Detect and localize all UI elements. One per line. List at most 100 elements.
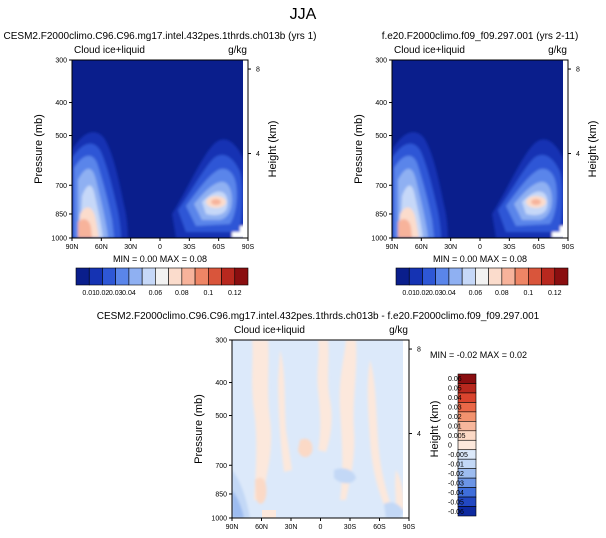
panel-1-colorbar-label: 0.03 <box>109 290 123 297</box>
panel-3-ytick-label: 300 <box>215 338 227 345</box>
panel-1-colorbar-label: 0.08 <box>175 290 189 297</box>
panel-3-positive-patch <box>298 438 313 458</box>
panel-2-contour-level-14 <box>531 199 541 205</box>
figure-title: JJA <box>290 6 317 23</box>
panel-3-positive-band-6 <box>395 470 404 510</box>
panel-2-cloud-contours <box>392 132 568 238</box>
panel-3-ytick-label: 700 <box>215 463 227 470</box>
panel-2-xtick-label: 30N <box>444 244 457 251</box>
panel-3-negative-core <box>232 490 244 518</box>
panel-1-colorbar-box <box>141 267 156 286</box>
panel-1-colorbar-box <box>208 267 222 286</box>
panel-3-colorbar-label: 0.04 <box>448 395 462 402</box>
panel-1-colorbar-label: 0.01 <box>82 290 96 297</box>
panel-1-ytick-label: 850 <box>55 211 67 218</box>
panel-2-colorbar-box <box>501 267 516 286</box>
panel-3-negative-trough <box>334 468 356 484</box>
panel-3-xtick-label: 30S <box>344 524 357 531</box>
panel-2-ytick-label: 500 <box>375 133 387 140</box>
panel-1-ytick-label: 700 <box>55 183 67 190</box>
panel-1-colorbar-label: 0.1 <box>203 290 213 297</box>
panel-3-field <box>232 340 409 518</box>
panel-1-title: CESM2.F2000climo.C96.C96.mg17.intel.432p… <box>4 31 317 42</box>
panel-2-ytick-label: 850 <box>375 211 387 218</box>
panel-1-ylabel: Pressure (mb) <box>33 114 45 184</box>
panel-2-colorbar-box <box>488 267 503 286</box>
panel-1-colorbar-box <box>102 267 116 286</box>
panel-3-colorbar-label: -0.06 <box>448 509 464 516</box>
panel-1-axes: 90N 60N 30N 0 30S 60S 90S 300 400 500 700 850 1000 8 4 <box>51 58 260 252</box>
panel-3-xtick-label: 30N <box>285 524 298 531</box>
panel-2-units: g/kg <box>548 45 567 56</box>
panel-2-colorbar-box <box>395 267 410 286</box>
panel-3-positive-band-4 <box>339 340 357 500</box>
panel-3-xtick-label: 90S <box>403 524 416 531</box>
panel-3-masked-column <box>403 340 409 518</box>
panel-3-ytick-label: 1000 <box>211 516 227 523</box>
panel-1-ytick-label: 400 <box>55 100 67 107</box>
panel-3-xtick-label: 0 <box>319 524 323 531</box>
panel-2-colorbar-box <box>528 267 542 286</box>
panel-1-masked-column <box>243 60 248 238</box>
panel-1-colorbar-box <box>181 267 196 286</box>
panel-3-variable: Cloud ice+liquid <box>234 325 305 336</box>
panel-3-colorbar-label: -0.01 <box>448 461 464 468</box>
panel-3-title: CESM2.F2000climo.C96.C96.mg17.intel.432p… <box>97 311 540 322</box>
panel-2-ytick-right-label: 4 <box>576 151 580 158</box>
panel-2-colorbar-box <box>514 267 529 286</box>
panel-2: f.e20.F2000climo.f09_f09.297.001 (yrs 2-… <box>353 31 599 297</box>
panel-3-colorbar-box <box>457 506 477 517</box>
panel-3-diff-contours <box>232 340 404 518</box>
panel-2-colorbar-box <box>475 267 489 286</box>
panel-2-field <box>392 60 568 238</box>
panel-1-ylabel-right: Height (km) <box>267 121 279 178</box>
panel-3-surface-mask <box>262 510 276 518</box>
panel-2-xtick-label: 30S <box>503 244 516 251</box>
panel-2-xtick-label: 0 <box>478 244 482 251</box>
panel-2-xtick-label: 60N <box>415 244 428 251</box>
panel-1-xtick-label: 30N <box>124 244 137 251</box>
panel-1-xtick-label: 90N <box>66 244 79 251</box>
panel-3-positive-band-3 <box>317 340 332 452</box>
panel-2-xtick-label: 90S <box>562 244 575 251</box>
panel-3-xtick-label: 60N <box>255 524 268 531</box>
panel-2-contour-level-7 <box>398 219 412 238</box>
panel-2-colorbar-box <box>541 267 556 286</box>
panel-1-ytick-label: 500 <box>55 133 67 140</box>
panel-2-colorbar-label: 0.08 <box>495 290 509 297</box>
panel-3-negative-surface <box>384 502 404 518</box>
panel-1-cloud-contours <box>72 132 248 238</box>
panel-1-contour-level-14 <box>211 199 221 205</box>
panel-3-xtick-label: 90N <box>226 524 239 531</box>
panel-1-xtick-label: 90S <box>242 244 255 251</box>
panel-1: CESM2.F2000climo.C96.C96.mg17.intel.432p… <box>4 31 317 297</box>
panel-2-ytick-right-label: 8 <box>576 67 580 74</box>
panel-2-ytick-label: 400 <box>375 100 387 107</box>
panel-1-colorbar-box <box>194 267 209 286</box>
panel-2-colorbar-label: 0.12 <box>548 290 562 297</box>
panel-3-positive-band-2 <box>278 350 292 472</box>
panel-1-colorbar-box <box>88 267 103 286</box>
panel-1-ytick-right-label: 4 <box>256 151 260 158</box>
panel-3-ytick-right-label: 8 <box>417 347 421 354</box>
panel-3-positive-strip <box>255 477 267 504</box>
panel-3-ytick-label: 400 <box>215 380 227 387</box>
panel-1-xtick-label: 30S <box>183 244 196 251</box>
panel-1-colorbar-box <box>234 267 249 286</box>
panel-1-colorbar-box <box>221 267 236 286</box>
panel-1-units: g/kg <box>228 45 247 56</box>
panel-2-colorbar-box <box>554 267 569 286</box>
panel-3-colorbar-label: 0.03 <box>448 405 462 412</box>
panel-1-colorbar-box <box>155 267 169 286</box>
panel-1-colorbar-label: 0.04 <box>122 290 136 297</box>
panel-2-colorbar-label: 0.06 <box>469 290 483 297</box>
panel-2-axes: 90N 60N 30N 0 30S 60S 90S 300 400 500 700 850 1000 8 4 <box>371 58 580 252</box>
panel-3-units: g/kg <box>389 325 408 336</box>
panel-2-ytick-label: 1000 <box>371 236 387 243</box>
panel-2-variable: Cloud ice+liquid <box>394 45 465 56</box>
panel-3-colorbar-label: -0.005 <box>448 452 468 459</box>
panel-1-stats: MIN = 0.00 MAX = 0.08 <box>113 254 207 264</box>
panel-3: CESM2.F2000climo.C96.C96.mg17.intel.432p… <box>97 311 540 531</box>
panel-1-colorbar-box <box>75 267 90 286</box>
